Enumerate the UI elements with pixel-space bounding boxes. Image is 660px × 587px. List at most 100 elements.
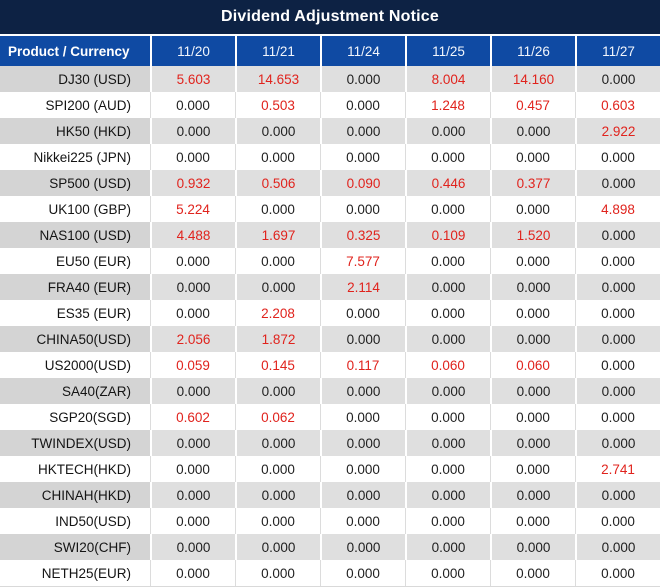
value-cell: 4.898 xyxy=(575,196,660,222)
value-cell: 0.000 xyxy=(575,378,660,404)
value-cell: 0.000 xyxy=(235,508,320,534)
value-cell: 0.000 xyxy=(235,118,320,144)
table-row: CHINAH(HKD) 0.000 0.000 0.000 0.000 0.000 0.00… xyxy=(0,482,660,508)
value-cell: 0.090 xyxy=(320,170,405,196)
value-cell: 0.000 xyxy=(490,404,575,430)
value-cell: 0.000 xyxy=(150,456,235,482)
table-row: SWI20(CHF) 0.000 0.000 0.000 0.000 0.000 0.000 xyxy=(0,534,660,560)
value-cell: 0.000 xyxy=(405,378,490,404)
value-cell: 0.000 xyxy=(235,144,320,170)
value-cell: 0.000 xyxy=(575,66,660,92)
value-cell: 0.000 xyxy=(575,300,660,326)
value-cell: 0.000 xyxy=(575,144,660,170)
value-cell: 1.872 xyxy=(235,326,320,352)
value-cell: 0.602 xyxy=(150,404,235,430)
product-cell: HKTECH(HKD) xyxy=(38,461,131,477)
table-row: SP500 (USD) 0.932 0.506 0.090 0.446 0.377 0.00… xyxy=(0,170,660,196)
value-cell: 0.000 xyxy=(575,404,660,430)
value-cell: 0.000 xyxy=(320,66,405,92)
value-cell: 0.000 xyxy=(575,352,660,378)
value-cell: 0.000 xyxy=(150,378,235,404)
product-cell: SGP20(SGD) xyxy=(49,409,131,425)
value-cell: 0.000 xyxy=(575,508,660,534)
value-cell: 2.114 xyxy=(320,274,405,300)
table-row: EU50 (EUR) 0.000 0.000 7.577 0.000 0.000 0.000 xyxy=(0,248,660,274)
value-cell: 2.922 xyxy=(575,118,660,144)
value-cell: 8.004 xyxy=(405,66,490,92)
product-cell: CHINAH(HKD) xyxy=(0,482,150,508)
product-cell: NETH25(EUR) xyxy=(41,565,131,581)
value-cell: 1.248 xyxy=(405,92,490,118)
value-cell: 0.000 xyxy=(575,534,660,560)
table-header-row: Product / Currency 11/20 11/21 11/24 11/25 1… xyxy=(0,36,660,66)
value-cell: 0.000 xyxy=(320,430,405,456)
product-cell: DJ30 (USD) xyxy=(0,66,150,92)
value-cell: 0.000 xyxy=(575,326,660,352)
table-row: FRA40 (EUR) 0.000 0.000 2.114 0.000 0.000 0.00… xyxy=(0,274,660,300)
value-cell: 0.000 xyxy=(320,482,405,508)
value-cell: 0.000 xyxy=(405,534,490,560)
value-cell: 0.000 xyxy=(150,92,235,118)
value-cell: 0.000 xyxy=(575,170,660,196)
value-cell: 7.577 xyxy=(320,248,405,274)
value-cell: 0.446 xyxy=(405,170,490,196)
table-row: ES35 (EUR) 0.000 2.208 0.000 0.000 0.000 0.000 xyxy=(0,300,660,326)
value-cell: 0.325 xyxy=(320,222,405,248)
value-cell: 1.520 xyxy=(490,222,575,248)
product-cell: NAS100 (USD) xyxy=(0,222,150,248)
value-cell: 0.000 xyxy=(405,482,490,508)
value-cell: 0.000 xyxy=(405,456,490,482)
value-cell: 0.000 xyxy=(405,248,490,274)
value-cell: 0.000 xyxy=(575,430,660,456)
value-cell: 0.000 xyxy=(320,326,405,352)
value-cell: 0.000 xyxy=(150,534,235,560)
table-row: UK100 (GBP) 5.224 0.000 0.000 0.000 0.000 4.89… xyxy=(0,196,660,222)
column-header-product-currency: Product / Currency xyxy=(8,43,130,59)
value-cell: 0.000 xyxy=(150,248,235,274)
value-cell: 0.000 xyxy=(490,378,575,404)
value-cell: 14.160 xyxy=(490,66,575,92)
value-cell: 0.000 xyxy=(405,274,490,300)
table-row: DJ30 (USD) 5.603 14.653 0.000 8.004 14.160 0.0… xyxy=(0,66,660,92)
product-cell: EU50 (EUR) xyxy=(55,253,131,269)
value-cell: 0.000 xyxy=(405,430,490,456)
table-row: Nikkei225 (JPN) 0.000 0.000 0.000 0.000 0.000… xyxy=(0,144,660,170)
value-cell: 0.000 xyxy=(320,378,405,404)
value-cell: 0.000 xyxy=(490,118,575,144)
value-cell: 0.000 xyxy=(405,144,490,170)
table-row: SA40(ZAR) 0.000 0.000 0.000 0.000 0.000 0.000 xyxy=(0,378,660,404)
value-cell: 0.000 xyxy=(405,326,490,352)
value-cell: 0.000 xyxy=(235,274,320,300)
value-cell: 0.060 xyxy=(405,352,490,378)
value-cell: 0.000 xyxy=(150,300,235,326)
value-cell: 2.208 xyxy=(235,300,320,326)
column-header-date: 11/20 xyxy=(150,36,235,66)
value-cell: 0.000 xyxy=(235,196,320,222)
value-cell: 0.000 xyxy=(235,378,320,404)
product-cell: US2000(USD) xyxy=(44,357,131,373)
value-cell: 0.000 xyxy=(320,196,405,222)
product-cell: FRA40 (EUR) xyxy=(0,274,150,300)
value-cell: 0.000 xyxy=(320,92,405,118)
value-cell: 0.000 xyxy=(490,274,575,300)
product-cell: SPI200 (AUD) xyxy=(45,97,131,113)
table-row: SGP20(SGD) 0.602 0.062 0.000 0.000 0.000 0.000 xyxy=(0,404,660,430)
value-cell: 0.000 xyxy=(320,560,405,586)
product-cell: SWI20(CHF) xyxy=(0,534,150,560)
product-cell: SA40(ZAR) xyxy=(0,378,150,404)
value-cell: 0.000 xyxy=(490,560,575,586)
value-cell: 0.000 xyxy=(575,222,660,248)
value-cell: 0.000 xyxy=(150,482,235,508)
value-cell: 0.000 xyxy=(575,560,660,586)
value-cell: 0.109 xyxy=(405,222,490,248)
table-row: IND50(USD) 0.000 0.000 0.000 0.000 0.000 0.000 xyxy=(0,508,660,534)
page-title: Dividend Adjustment Notice xyxy=(0,0,660,36)
value-cell: 0.000 xyxy=(575,248,660,274)
value-cell: 0.117 xyxy=(320,352,405,378)
product-cell: CHINA50(USD) xyxy=(0,326,150,352)
value-cell: 0.506 xyxy=(235,170,320,196)
value-cell: 0.000 xyxy=(235,248,320,274)
value-cell: 0.000 xyxy=(490,456,575,482)
product-cell: Nikkei225 (JPN) xyxy=(33,149,131,165)
product-cell: TWINDEX(USD) xyxy=(0,430,150,456)
